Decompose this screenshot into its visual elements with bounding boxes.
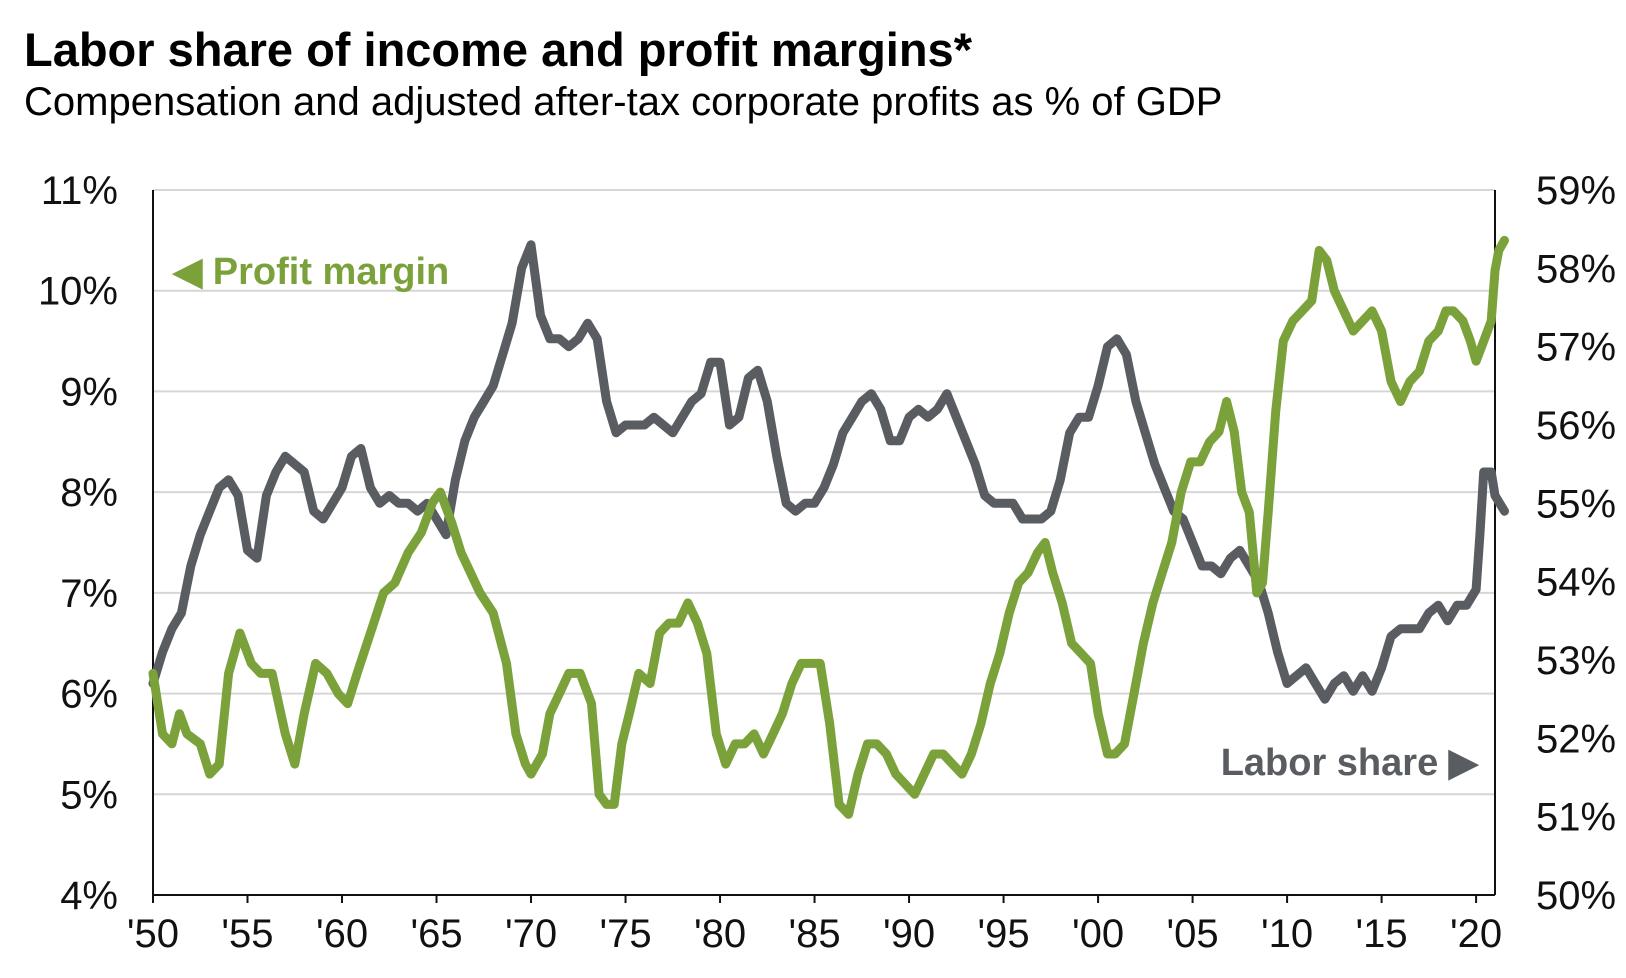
left-axis-tick-label: 8%: [60, 471, 118, 515]
x-axis-tick-label: '85: [788, 912, 840, 956]
x-axis-tick-label: '00: [1072, 912, 1124, 956]
right-axis-tick-label: 51%: [1536, 796, 1616, 840]
right-axis-tick-label: 56%: [1536, 404, 1616, 448]
x-axis-tick-label: '65: [410, 912, 462, 956]
right-axis-tick-label: 52%: [1536, 717, 1616, 761]
x-axis-tick-label: '55: [221, 912, 273, 956]
left-axis-tick-label: 4%: [60, 874, 118, 918]
left-axis-tick-label: 6%: [60, 673, 118, 717]
profit-margin-label: ◀ Profit margin: [171, 251, 449, 293]
x-axis-tick-label: '75: [599, 912, 651, 956]
chart-title: Labor share of income and profit margins…: [24, 23, 972, 76]
right-axis-tick-label: 54%: [1536, 561, 1616, 605]
x-axis-tick-label: '90: [883, 912, 935, 956]
x-axis-tick-label: '50: [127, 912, 179, 956]
right-axis-tick-label: 57%: [1536, 326, 1616, 370]
right-axis-tick-label: 50%: [1536, 874, 1616, 918]
x-axis-tick-label: '70: [505, 912, 557, 956]
left-axis-tick-label: 7%: [60, 572, 118, 616]
right-axis-tick-label: 55%: [1536, 482, 1616, 526]
left-axis-tick-label: 11%: [41, 169, 118, 213]
x-axis-tick-label: '60: [316, 912, 368, 956]
x-axis-tick-label: '10: [1261, 912, 1313, 956]
right-axis-tick-label: 59%: [1536, 169, 1616, 213]
chart-subtitle: Compensation and adjusted after-tax corp…: [24, 80, 1223, 124]
x-axis-tick-label: '80: [694, 912, 746, 956]
left-axis-tick-label: 10%: [38, 270, 118, 314]
left-axis-tick-label: 9%: [60, 370, 118, 414]
right-axis-tick-label: 58%: [1536, 247, 1616, 291]
x-axis-tick-label: '05: [1167, 912, 1219, 956]
x-axis-tick-label: '15: [1356, 912, 1408, 956]
left-axis-tick-label: 5%: [60, 773, 118, 817]
profit-margin-line: [148, 235, 1509, 819]
labor-share-label: Labor share ▶: [1221, 742, 1480, 784]
right-axis-tick-label: 53%: [1536, 639, 1616, 683]
labor-share-line: [148, 240, 1509, 704]
x-axis-tick-label: '20: [1450, 912, 1502, 956]
x-axis-tick-label: '95: [977, 912, 1029, 956]
